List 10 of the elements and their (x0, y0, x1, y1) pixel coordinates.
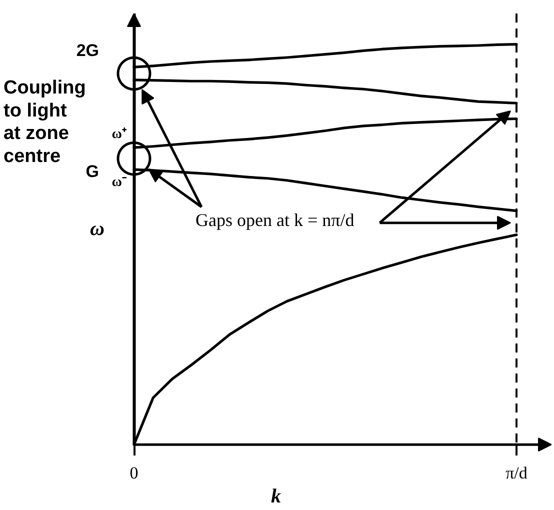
x-axis-title: k (271, 486, 281, 508)
x-tick-label: 0 (130, 464, 138, 482)
annotation: ω⁺ (112, 127, 127, 142)
text: Coupling to light at zone centre (4, 77, 86, 168)
text: G (86, 162, 100, 182)
annotation: ω⁻ (112, 175, 127, 190)
y-axis-title: ω (90, 218, 105, 240)
annotation: Gaps open at k = nπ/d (196, 210, 354, 230)
text: 2G (76, 41, 100, 60)
x-tick-label: π/d (506, 464, 528, 482)
